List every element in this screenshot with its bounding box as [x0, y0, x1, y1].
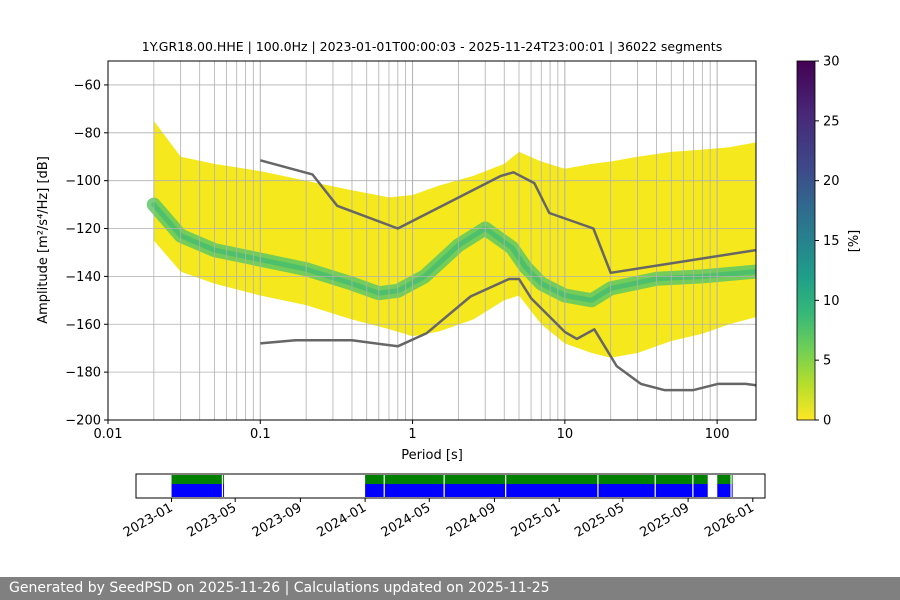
coverage-timeline: [136, 474, 765, 498]
date-tick-label: 2025-01: [509, 500, 564, 540]
coverage-band-green: [717, 475, 733, 484]
coverage-band-green: [171, 475, 225, 484]
x-tick-label: 10: [557, 427, 574, 442]
plot-frame: [107, 60, 757, 421]
colorbar-axis: 0 5 10 15 20 25 30: [815, 55, 840, 429]
colorbar-tick-label: 25: [823, 114, 840, 129]
date-tick-label: 2025-09: [638, 500, 693, 540]
y-tick-label: −100: [65, 174, 101, 189]
coverage-band-blue: [171, 484, 225, 497]
psd-mode-core: [151, 202, 756, 303]
date-tick-label: 2024-05: [379, 500, 434, 540]
colorbar-tick-label: 10: [823, 294, 840, 309]
x-tick-label: 1: [408, 427, 416, 442]
colorbar-tick-label: 20: [823, 174, 840, 189]
date-tick-label: 2024-01: [315, 500, 370, 540]
plot-area: [108, 61, 756, 420]
x-axis: 0.01 0.1 1 10 100: [94, 420, 730, 442]
coverage-band-blue: [365, 484, 708, 497]
y-tick-label: −80: [74, 126, 101, 141]
y-axis: −200 −180 −160 −140 −120 −100 −80 −60: [65, 78, 108, 429]
y-tick-label: −120: [65, 222, 101, 237]
colorbar-tick-label: 5: [823, 354, 831, 369]
y-tick-label: −180: [65, 366, 101, 381]
colorbar-tick-label: 0: [823, 414, 831, 429]
coverage-band-blue: [717, 484, 733, 497]
colorbar: [796, 60, 816, 421]
y-axis-label: Amplitude [m²/s⁴/Hz] [dB]: [36, 156, 51, 324]
high-noise-model-line: [259, 159, 756, 275]
y-tick-label: −60: [74, 78, 101, 93]
date-tick-label: 2025-05: [572, 500, 627, 540]
y-tick-label: −160: [65, 318, 101, 333]
chart-title: 1Y.GR18.00.HHE | 100.0Hz | 2023-01-01T00…: [142, 39, 722, 54]
date-tick-label: 2026-01: [702, 500, 757, 540]
date-tick-label: 2024-09: [444, 500, 499, 540]
y-tick-label: −200: [65, 414, 101, 429]
x-axis-label: Period [s]: [401, 448, 463, 463]
colorbar-tick-label: 15: [823, 234, 840, 249]
footer-text: Generated by SeedPSD on 2025-11-26 | Cal…: [0, 577, 900, 600]
x-tick-label: 100: [705, 427, 730, 442]
low-noise-model-line: [260, 277, 756, 392]
colorbar-label: [%]: [847, 230, 862, 253]
colorbar-tick-label: 30: [823, 55, 840, 70]
coverage-band-green: [365, 475, 708, 484]
y-tick-label: −140: [65, 270, 101, 285]
date-axis: 2023-01 2023-05 2023-09 2024-01 2024-05 2024-…: [121, 498, 757, 541]
psd-figure-svg: 1Y.GR18.00.HHE | 100.0Hz | 2023-01-01T00…: [36, 39, 862, 541]
date-tick-label: 2023-09: [250, 500, 305, 540]
date-tick-label: 2023-01: [121, 500, 176, 540]
x-tick-label: 0.1: [250, 427, 271, 442]
x-tick-label: 0.01: [94, 427, 123, 442]
grid-lines: [108, 61, 756, 420]
coverage-frame: [135, 473, 766, 499]
date-tick-label: 2023-05: [185, 500, 240, 540]
